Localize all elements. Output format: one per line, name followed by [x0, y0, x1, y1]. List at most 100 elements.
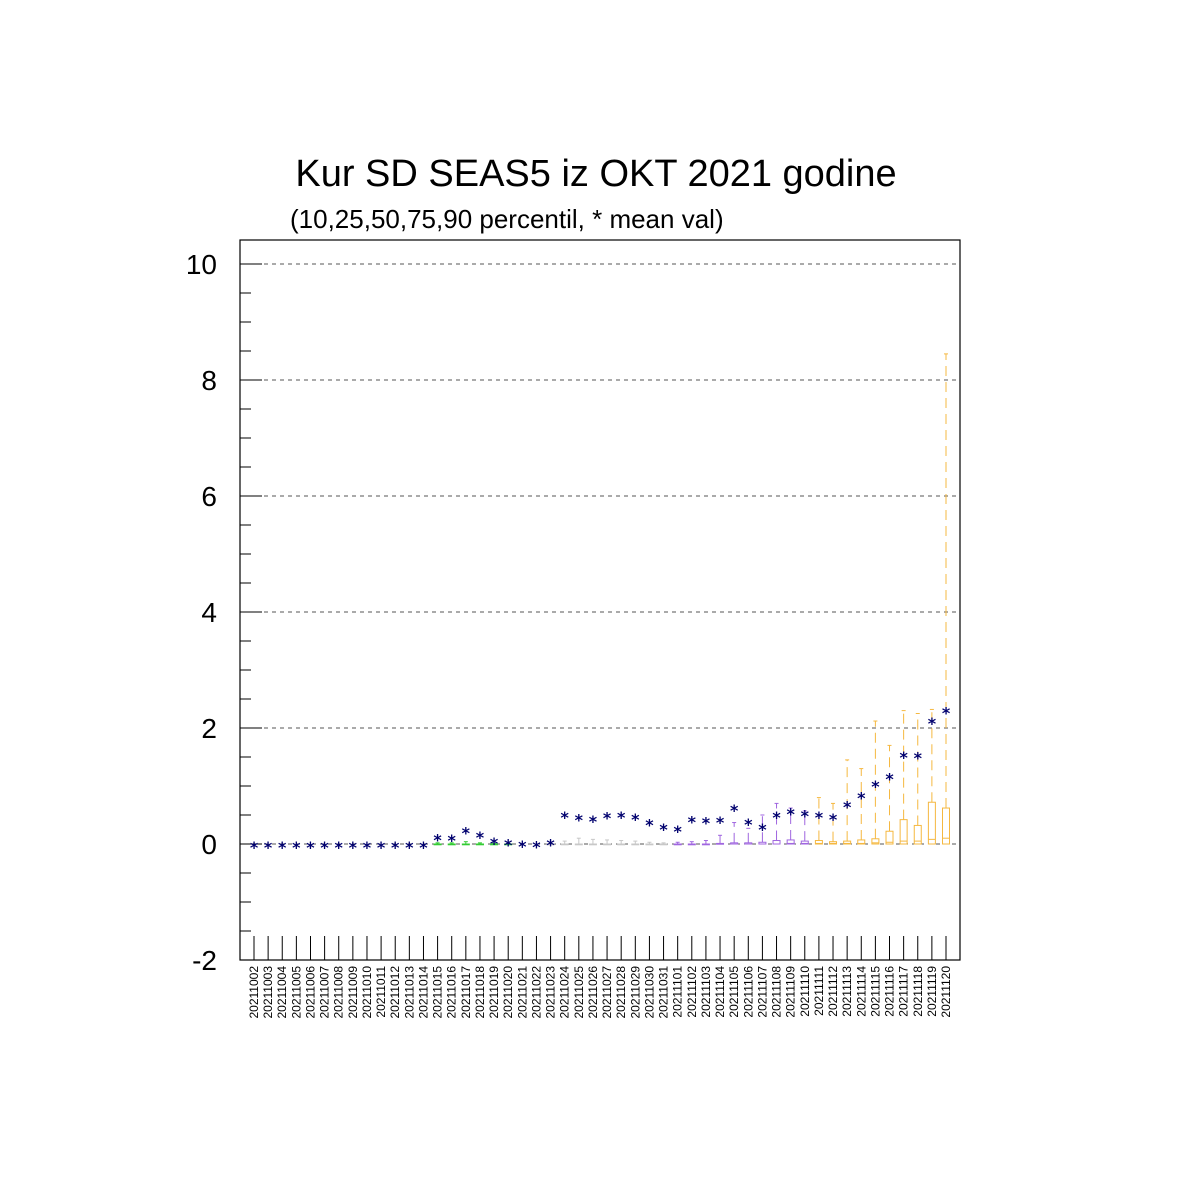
- mean-marker: *: [391, 838, 400, 857]
- x-tick-label: 20211108: [770, 966, 784, 1018]
- x-tick-label: 20211107: [755, 966, 769, 1018]
- mean-marker: *: [320, 838, 329, 857]
- x-tick-label: 20211104: [713, 966, 727, 1018]
- mean-marker: *: [730, 801, 739, 820]
- x-tick-label: 20211021: [515, 966, 529, 1019]
- x-tick-label: 20211031: [657, 966, 671, 1019]
- y-tick-label: 8: [201, 365, 217, 396]
- mean-marker: *: [448, 831, 457, 850]
- x-tick-label: 20211009: [346, 966, 360, 1019]
- x-tick-label: 20211017: [459, 966, 473, 1019]
- mean-markers: * * * * * * * * * * * * * * * * * * * * * * * * * * * * * * * * * * * * * * * *…: [250, 703, 951, 857]
- y-tick-label: 4: [201, 597, 217, 628]
- x-tick-label: 20211115: [868, 966, 882, 1017]
- mean-marker: *: [942, 703, 951, 722]
- mean-marker: *: [857, 789, 866, 808]
- mean-marker: *: [843, 797, 852, 816]
- x-tick-label: 20211002: [247, 966, 261, 1019]
- x-tick-label: 20211023: [544, 966, 558, 1019]
- mean-marker: *: [871, 777, 880, 796]
- mean-marker: *: [589, 812, 598, 831]
- x-tick-label: 20211109: [784, 966, 798, 1018]
- x-tick-label: 20211113: [840, 966, 854, 1017]
- y-tick-label: 0: [201, 829, 217, 860]
- x-tick-label: 20211120: [939, 966, 953, 1018]
- x-tick-label: 20211029: [628, 966, 642, 1019]
- mean-marker: *: [829, 810, 838, 829]
- iqr-box: [772, 840, 781, 845]
- y-axis: -2 0 2 4 6 8 10: [186, 249, 262, 976]
- mean-marker: *: [645, 815, 654, 834]
- x-tick-label: 20211106: [741, 966, 755, 1018]
- x-tick-label: 20211110: [798, 966, 812, 1017]
- x-tick-label: 20211101: [671, 966, 685, 1018]
- chart-subtitle: (10,25,50,75,90 percentil, * mean val): [290, 204, 724, 234]
- x-tick-label: 20211105: [727, 966, 741, 1018]
- mean-marker: *: [716, 813, 725, 832]
- x-tick-label: 20211102: [685, 966, 699, 1018]
- x-tick-label: 20211026: [586, 966, 600, 1019]
- x-tick-label: 20211008: [332, 966, 346, 1019]
- y-tick-label: 2: [201, 713, 217, 744]
- mean-marker: *: [363, 838, 372, 857]
- mean-marker: *: [758, 820, 767, 839]
- x-tick-label: 20211005: [289, 966, 303, 1019]
- chart-title: Kur SD SEAS5 iz OKT 2021 godine: [295, 153, 896, 195]
- mean-marker: *: [673, 822, 682, 841]
- iqr-box: [899, 819, 908, 845]
- mean-marker: *: [377, 838, 386, 857]
- x-tick-label: 20211024: [558, 966, 572, 1019]
- mean-marker: *: [546, 836, 555, 855]
- mean-marker: *: [433, 830, 442, 849]
- x-tick-label: 20211112: [826, 966, 840, 1017]
- x-tick-label: 20211028: [614, 966, 628, 1019]
- x-axis: 20211002 20211003 20211004 20211005 20211006…: [247, 936, 953, 1019]
- x-tick-label: 20211018: [473, 966, 487, 1019]
- mean-marker: *: [603, 808, 612, 827]
- mean-marker: *: [659, 820, 668, 839]
- mean-marker: *: [801, 807, 810, 826]
- x-tick-label: 20211015: [431, 966, 445, 1019]
- iqr-box: [843, 840, 852, 845]
- mean-marker: *: [914, 749, 923, 768]
- x-tick-label: 20211014: [416, 966, 430, 1019]
- mean-marker: *: [575, 811, 584, 830]
- x-tick-label: 20211117: [897, 966, 911, 1017]
- iqr-box: [885, 830, 894, 845]
- x-tick-label: 20211020: [501, 966, 515, 1019]
- mean-marker: *: [250, 838, 259, 857]
- x-tick-label: 20211027: [600, 966, 614, 1019]
- iqr-box: [857, 839, 866, 845]
- mean-marker: *: [744, 815, 753, 834]
- x-tick-label: 20211118: [911, 966, 925, 1017]
- x-tick-label: 20211025: [572, 966, 586, 1019]
- mean-marker: *: [292, 838, 301, 857]
- x-tick-label: 20211019: [487, 966, 501, 1019]
- x-tick-label: 20211007: [318, 966, 332, 1019]
- x-tick-label: 20211022: [529, 966, 543, 1019]
- mean-marker: *: [490, 834, 499, 853]
- y-tick-label: 6: [201, 481, 217, 512]
- mean-marker: *: [462, 824, 471, 843]
- mean-marker: *: [617, 808, 626, 827]
- mean-marker: *: [772, 808, 781, 827]
- mean-marker: *: [405, 838, 414, 857]
- mean-marker: *: [419, 838, 428, 857]
- mean-marker: *: [899, 748, 908, 767]
- iqr-box: [800, 840, 809, 845]
- mean-marker: *: [928, 714, 937, 733]
- mean-marker: *: [349, 838, 358, 857]
- grid-lines: [240, 263, 960, 845]
- mean-marker: *: [561, 808, 570, 827]
- mean-marker: *: [631, 810, 640, 829]
- box-plot-series: [433, 353, 950, 846]
- mean-marker: *: [786, 804, 795, 823]
- x-tick-label: 20211119: [925, 966, 939, 1017]
- iqr-box: [829, 841, 838, 845]
- mean-marker: *: [688, 812, 697, 831]
- x-tick-label: 20211114: [854, 966, 868, 1017]
- x-tick-label: 20211012: [388, 966, 402, 1019]
- iqr-box: [786, 839, 795, 845]
- x-tick-label: 20211003: [261, 966, 275, 1019]
